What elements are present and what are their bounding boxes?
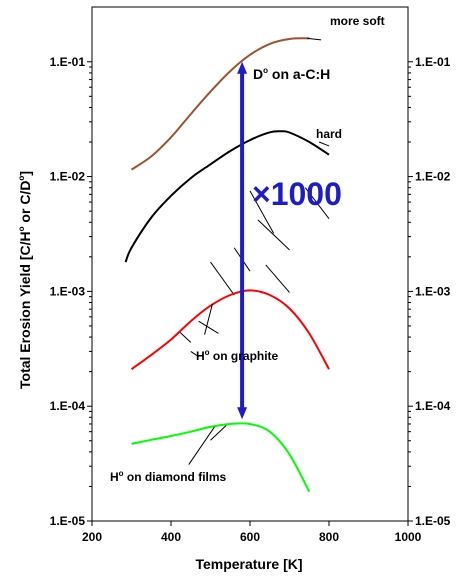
hatch-marks — [178, 187, 330, 441]
annotation-leader-hard — [318, 141, 330, 147]
hatch-mark — [190, 351, 199, 358]
hatch-mark — [210, 425, 227, 441]
y-axis-title: Total Erosion Yield [C/Ho or C/Do] — [17, 171, 33, 389]
series-line-graphite — [130, 289, 330, 371]
axis-ticks — [87, 61, 413, 526]
axis-tick-labels: 200 400 600 800 1000 1.E-05 1.E-05 1.E-04 1.E-04… — [50, 55, 451, 544]
y-tick-label-right: 1.E-01 — [415, 55, 451, 69]
plot-frame — [91, 6, 409, 522]
annotation-h-diamond: Ho on diamond films — [110, 469, 227, 484]
y-tick-label-right: 1.E-04 — [415, 399, 451, 413]
series-line-soft — [130, 37, 310, 171]
x-tick-label: 200 — [82, 530, 102, 544]
annotation-leader-graphite — [204, 303, 213, 335]
annotation-leader-diamond — [188, 426, 215, 465]
hatch-mark — [198, 320, 219, 334]
series-lines — [124, 37, 330, 493]
hatch-mark — [210, 261, 235, 296]
y-tick-label-right: 1.E-05 — [415, 514, 451, 528]
annotation-leader-more-soft — [307, 37, 322, 41]
hatch-mark — [265, 264, 290, 293]
arrow-head-up — [237, 61, 248, 74]
factor-arrow — [237, 61, 248, 420]
series-line-hard — [124, 130, 330, 263]
annotation-h-graphite: Ho on graphite — [196, 348, 279, 363]
y-tick-label-left: 1.E-01 — [50, 55, 86, 69]
hatch-mark — [257, 219, 290, 251]
y-tick-label-left: 1.E-02 — [50, 170, 86, 184]
y-tick-label-left: 1.E-04 — [50, 399, 86, 413]
y-tick-label-left: 1.E-03 — [50, 284, 86, 298]
annotation-factor: ×1000 — [252, 176, 342, 212]
hatch-mark — [304, 187, 330, 219]
x-tick-label: 1000 — [395, 530, 422, 544]
x-tick-label: 600 — [240, 530, 260, 544]
hatch-mark — [249, 190, 275, 234]
series-line-diamond — [131, 422, 311, 493]
y-tick-label-right: 1.E-03 — [415, 284, 451, 298]
annotation-more-soft: more soft — [330, 14, 385, 28]
x-tick-label: 400 — [161, 530, 181, 544]
x-tick-label: 800 — [319, 530, 339, 544]
y-tick-label-right: 1.E-02 — [415, 170, 451, 184]
hatch-mark — [178, 330, 192, 343]
arrow-head-down — [237, 407, 248, 420]
y-tick-label-left: 1.E-05 — [50, 514, 86, 528]
x-axis-title: Temperature [K] — [195, 556, 302, 572]
annotation-d-on-ac: Do on a-C:H — [253, 66, 330, 82]
annotation-hard: hard — [316, 127, 342, 141]
